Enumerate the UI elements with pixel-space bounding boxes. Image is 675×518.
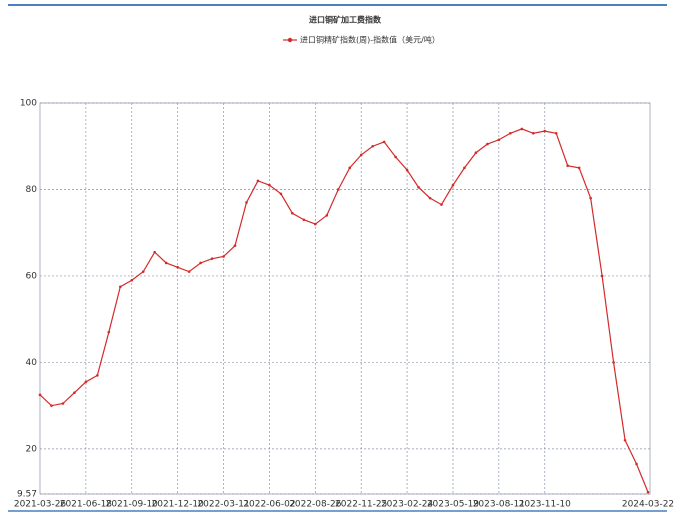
data-point	[268, 183, 271, 187]
data-point	[176, 266, 179, 269]
x-tick-label: 2021-06-18	[60, 500, 113, 510]
data-point	[153, 250, 157, 254]
data-point	[428, 196, 432, 200]
data-point	[474, 151, 478, 155]
data-point	[245, 201, 248, 204]
data-point	[233, 244, 237, 247]
data-point	[543, 129, 547, 133]
data-point	[96, 374, 99, 377]
x-tick-label: 2023-11-10	[519, 500, 572, 510]
chart-title: 进口铜矿加工费指数	[309, 15, 382, 25]
data-point	[336, 188, 340, 191]
data-point	[405, 168, 409, 172]
data-point	[635, 462, 638, 466]
data-point	[210, 257, 214, 260]
data-point	[394, 155, 397, 159]
data-point	[279, 192, 283, 196]
data-point	[50, 404, 53, 407]
data-point	[566, 164, 569, 167]
x-tick-label: 2022-11-25	[335, 500, 387, 510]
data-point	[486, 142, 489, 146]
data-point	[348, 166, 352, 170]
data-point	[531, 131, 535, 135]
y-tick-label: 20	[26, 444, 38, 454]
data-point	[325, 214, 329, 217]
data-point	[314, 222, 317, 226]
y-tick-label: 9.57	[17, 490, 37, 500]
data-point	[612, 361, 615, 364]
data-point	[577, 166, 581, 170]
data-point	[256, 179, 260, 183]
legend-marker	[287, 37, 293, 43]
x-tick-label: 2022-03-11	[197, 500, 249, 510]
x-tick-label: 2022-06-02	[243, 500, 295, 510]
data-point	[520, 127, 524, 131]
data-point	[119, 285, 122, 289]
data-point	[38, 393, 42, 397]
x-tick-label: 2021-09-10	[106, 500, 159, 510]
legend-label: 进口铜精矿指数(周)-指数值（美元/吨）	[300, 35, 440, 45]
data-point	[187, 270, 191, 273]
x-tick-label: 2023-02-24	[381, 500, 434, 510]
data-point	[164, 261, 168, 265]
data-point	[291, 211, 294, 215]
series-line	[39, 128, 649, 493]
data-point	[382, 140, 386, 144]
y-tick-label: 100	[20, 99, 37, 109]
x-tick-label: 2024-03-22	[622, 500, 674, 510]
data-point	[222, 255, 225, 258]
data-point	[509, 131, 512, 135]
data-point	[600, 274, 604, 278]
data-point	[359, 153, 363, 157]
data-point	[589, 196, 592, 200]
data-point	[107, 330, 111, 334]
x-tick-label: 2023-05-19	[427, 500, 480, 510]
data-point	[302, 218, 306, 222]
x-tick-label: 2021-12-10	[152, 500, 205, 510]
y-tick-label: 80	[26, 185, 38, 195]
data-point	[199, 261, 202, 265]
data-point	[440, 203, 443, 206]
x-tick-label: 2023-08-11	[473, 500, 525, 510]
y-tick-label: 60	[26, 271, 38, 281]
data-point	[646, 490, 650, 494]
data-point	[84, 380, 88, 384]
data-point	[554, 131, 558, 135]
data-point	[371, 144, 374, 148]
data-point	[73, 391, 76, 394]
data-point	[130, 278, 134, 282]
data-point	[463, 166, 466, 170]
data-point	[417, 186, 420, 189]
x-tick-label: 2022-08-26	[289, 500, 342, 510]
data-point	[497, 138, 501, 142]
x-tick-label: 2021-03-26	[14, 500, 67, 510]
y-tick-label: 40	[26, 358, 38, 368]
data-point	[623, 438, 627, 442]
data-point	[61, 402, 65, 405]
data-point	[141, 270, 145, 273]
data-point	[451, 183, 455, 187]
